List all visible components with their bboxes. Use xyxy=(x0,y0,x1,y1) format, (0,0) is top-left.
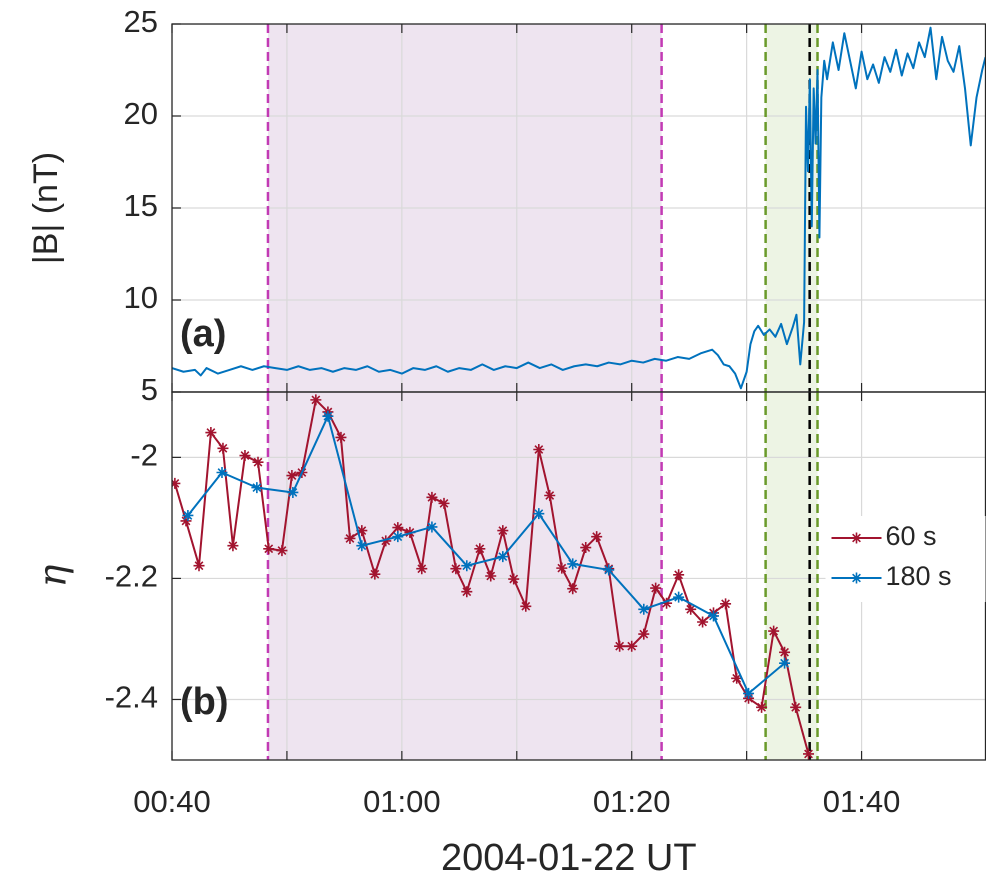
data-marker xyxy=(743,687,755,699)
data-marker xyxy=(685,603,697,615)
data-marker xyxy=(520,600,532,612)
data-marker xyxy=(731,672,743,684)
data-marker xyxy=(708,610,720,622)
x-tick-label: 01:40 xyxy=(823,784,901,819)
data-marker xyxy=(661,597,673,609)
data-marker xyxy=(626,640,638,652)
y-axis-label: η xyxy=(31,564,75,587)
data-marker xyxy=(556,562,568,574)
data-marker xyxy=(697,616,709,628)
y-tick-label: 10 xyxy=(124,280,158,315)
data-marker xyxy=(461,560,473,572)
x-tick-label: 00:40 xyxy=(133,784,211,819)
data-marker xyxy=(673,569,685,581)
data-marker xyxy=(497,525,509,537)
data-marker xyxy=(356,525,368,537)
y-tick-label: 20 xyxy=(124,96,158,131)
y-tick-label: -2.2 xyxy=(105,559,158,594)
data-line xyxy=(172,26,986,390)
panel-label: (a) xyxy=(180,313,226,355)
data-marker xyxy=(416,563,428,575)
y-tick-label: -2.4 xyxy=(105,680,158,715)
legend-marker xyxy=(851,532,862,544)
legend-label: 60 s xyxy=(886,521,937,551)
data-marker xyxy=(344,532,356,544)
data-marker xyxy=(193,560,205,572)
data-marker xyxy=(497,551,509,563)
data-marker xyxy=(474,543,486,555)
data-marker xyxy=(508,573,520,585)
data-marker xyxy=(182,509,194,521)
data-marker xyxy=(276,545,288,557)
data-marker xyxy=(544,490,556,501)
data-marker xyxy=(567,558,579,570)
data-marker xyxy=(216,467,228,478)
data-marker xyxy=(638,603,650,615)
data-marker xyxy=(239,450,251,462)
data-marker xyxy=(356,540,368,552)
shaded-interval xyxy=(267,392,662,760)
data-marker xyxy=(603,564,615,576)
legend-box xyxy=(825,516,986,602)
data-line xyxy=(187,415,786,695)
data-marker xyxy=(580,542,592,554)
data-marker xyxy=(720,598,732,610)
data-marker xyxy=(673,591,685,603)
data-marker xyxy=(205,427,217,439)
panel-label: (b) xyxy=(180,681,229,723)
data-marker xyxy=(756,701,768,713)
data-marker xyxy=(263,543,275,555)
data-marker xyxy=(251,482,263,494)
x-tick-label: 01:20 xyxy=(593,784,671,819)
data-marker xyxy=(638,628,650,640)
data-marker xyxy=(310,394,322,406)
data-marker xyxy=(322,410,334,422)
data-marker xyxy=(252,456,264,468)
data-marker xyxy=(650,582,662,594)
plot-area xyxy=(172,24,986,392)
data-marker xyxy=(392,522,404,534)
data-marker xyxy=(779,646,791,658)
y-axis-label: |B| (nT) xyxy=(27,152,65,264)
data-marker xyxy=(286,470,298,482)
y-tick-label: -2 xyxy=(130,438,158,473)
y-tick-label: 5 xyxy=(141,372,158,407)
data-marker xyxy=(227,540,239,552)
legend-marker xyxy=(851,572,862,584)
data-marker xyxy=(438,497,450,509)
x-tick-label: 01:00 xyxy=(363,784,441,819)
data-marker xyxy=(803,748,815,760)
data-marker xyxy=(533,508,545,520)
data-marker xyxy=(614,640,626,652)
data-marker xyxy=(450,563,462,575)
data-marker xyxy=(287,486,299,498)
data-marker xyxy=(369,568,381,580)
data-marker xyxy=(172,477,181,489)
data-marker xyxy=(779,657,791,669)
data-marker xyxy=(380,535,392,547)
data-marker xyxy=(461,586,473,598)
x-axis-label: 2004-01-22 UT xyxy=(441,837,697,879)
plot-area xyxy=(172,392,986,760)
data-marker xyxy=(533,444,545,455)
y-tick-label: 15 xyxy=(124,188,158,223)
data-marker xyxy=(392,531,404,543)
data-marker xyxy=(426,521,438,533)
data-marker xyxy=(790,701,802,713)
data-marker xyxy=(217,442,229,454)
data-marker xyxy=(567,583,579,595)
data-marker xyxy=(180,515,192,527)
legend-label: 180 s xyxy=(886,561,952,591)
data-marker xyxy=(335,431,347,443)
data-marker xyxy=(485,570,497,582)
data-marker xyxy=(591,531,603,543)
data-marker xyxy=(426,491,438,503)
data-marker xyxy=(768,625,780,637)
y-tick-label: 25 xyxy=(124,4,158,39)
